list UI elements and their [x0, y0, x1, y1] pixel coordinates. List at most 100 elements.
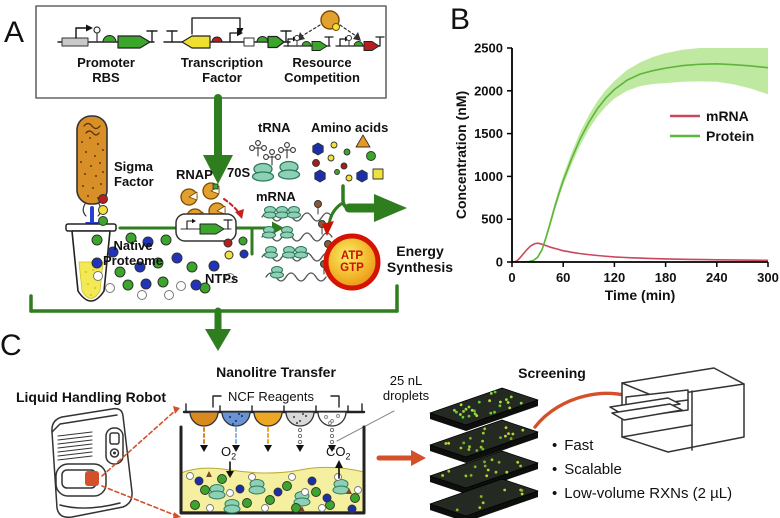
well-dot: [477, 400, 481, 404]
well-dot: [478, 506, 482, 509]
protein-curve: [512, 63, 768, 262]
liquid-handling-robot-heading: Liquid Handling Robot: [15, 389, 167, 405]
well-dot: [485, 474, 489, 478]
y-tick-label: 0: [496, 255, 503, 270]
well-dot: [455, 410, 458, 414]
construct-label-resource-competition: Resource Competition: [284, 55, 360, 85]
well-dot: [441, 474, 444, 477]
well-dot: [505, 398, 508, 401]
well-dot: [447, 469, 451, 473]
energy-synthesis-label: Energy Synthesis: [386, 243, 454, 275]
bacterium-cell: [76, 115, 108, 217]
well-dot: [462, 441, 466, 445]
y-axis-label: Concentration (nM): [453, 91, 469, 219]
o2-arrow-head: [226, 471, 234, 478]
well-dot: [493, 390, 497, 394]
well-dot: [473, 412, 477, 416]
protein-error-band: [512, 48, 768, 262]
well-dot: [468, 445, 471, 449]
co2-label: CO2: [326, 444, 351, 462]
well-dot: [509, 395, 513, 399]
ntps-label: NTPs: [205, 271, 239, 286]
reagent-well-2: [221, 411, 251, 427]
microplate-stack: [429, 387, 539, 518]
o2-label: O2: [221, 444, 237, 462]
well-dot: [467, 405, 471, 409]
microplate-3: [429, 450, 539, 494]
bullet-scalable: • Scalable: [552, 461, 622, 478]
mrna-curve: [512, 242, 768, 262]
well-dot: [498, 404, 502, 408]
x-axis-label: Time (min): [605, 287, 676, 303]
trna-glyphs: [249, 140, 296, 166]
y-tick-label: 1000: [474, 169, 503, 184]
well-dot: [509, 437, 513, 440]
well-dot: [455, 508, 459, 512]
well-dot: [453, 408, 456, 412]
panel-c-label: C: [0, 329, 22, 362]
reagent-well-4: [285, 411, 315, 427]
well-dot: [470, 408, 474, 412]
well-dot: [486, 468, 490, 472]
x-tick-label: 300: [757, 270, 779, 285]
well-dot: [519, 464, 522, 468]
well-dot: [461, 415, 465, 419]
panel-c-art: [51, 367, 745, 518]
rnap-label: RNAP: [176, 167, 213, 182]
well-dot: [459, 403, 463, 407]
well-dot: [462, 410, 465, 413]
ntp-dots: [223, 236, 249, 260]
native-proteome-label: Native Proteome: [103, 238, 163, 268]
x-tick-label: 60: [556, 270, 570, 285]
atp-gtp-cycle: [323, 233, 381, 291]
reagent-well-1: [189, 411, 219, 427]
well-dot: [483, 427, 487, 431]
droplets-label: 25 nL droplets: [382, 373, 430, 403]
panel-b-label: B: [450, 3, 471, 36]
y-tick-label: 500: [481, 212, 503, 227]
bullet-low-volume: • Low-volume RXNs (2 µL): [552, 485, 733, 502]
transcription-factor-construct: [163, 17, 292, 49]
well-dot: [504, 434, 507, 438]
construct-label-promoter-rbs: Promoter RBS: [77, 55, 135, 85]
legend-label-protein: Protein: [706, 128, 754, 144]
well-dot: [444, 442, 448, 445]
well-dot: [521, 428, 525, 432]
x-tick-label: 0: [508, 270, 515, 285]
well-dot: [499, 436, 502, 439]
well-dot: [494, 470, 498, 474]
x-tick-label: 180: [655, 270, 677, 285]
well-dot: [475, 414, 479, 417]
well-dot: [473, 465, 477, 469]
ribosome-70s-label: 70S: [227, 165, 251, 180]
well-dot: [516, 460, 520, 464]
droplet-pointer-line: [336, 410, 395, 442]
well-dot: [481, 447, 485, 451]
well-dot: [469, 436, 472, 440]
robot-sample-highlight: [85, 471, 99, 486]
droplet-streams: [200, 427, 336, 452]
well-dot: [520, 492, 524, 496]
reagent-well-3: [253, 411, 283, 427]
constructs-down-arrow: [203, 94, 233, 184]
well-dot: [489, 392, 493, 395]
well-dot: [464, 407, 468, 411]
well-dot: [481, 439, 484, 443]
dispenser-rail: [182, 403, 366, 427]
microplate-1: [429, 387, 539, 431]
well-dot: [503, 488, 507, 492]
microplate-4: [429, 478, 539, 518]
well-dot: [483, 460, 486, 464]
well-dot: [519, 401, 523, 405]
well-dot: [447, 441, 451, 445]
sigma-factor-dots: [98, 194, 108, 226]
sigma-factor-label: Sigma Factor: [114, 159, 154, 189]
well-dot: [483, 464, 487, 468]
well-dot: [469, 474, 473, 477]
well-dot: [488, 399, 491, 403]
well-dot: [493, 410, 496, 414]
well-dot: [511, 432, 515, 436]
x-tick-label: 120: [604, 270, 626, 285]
